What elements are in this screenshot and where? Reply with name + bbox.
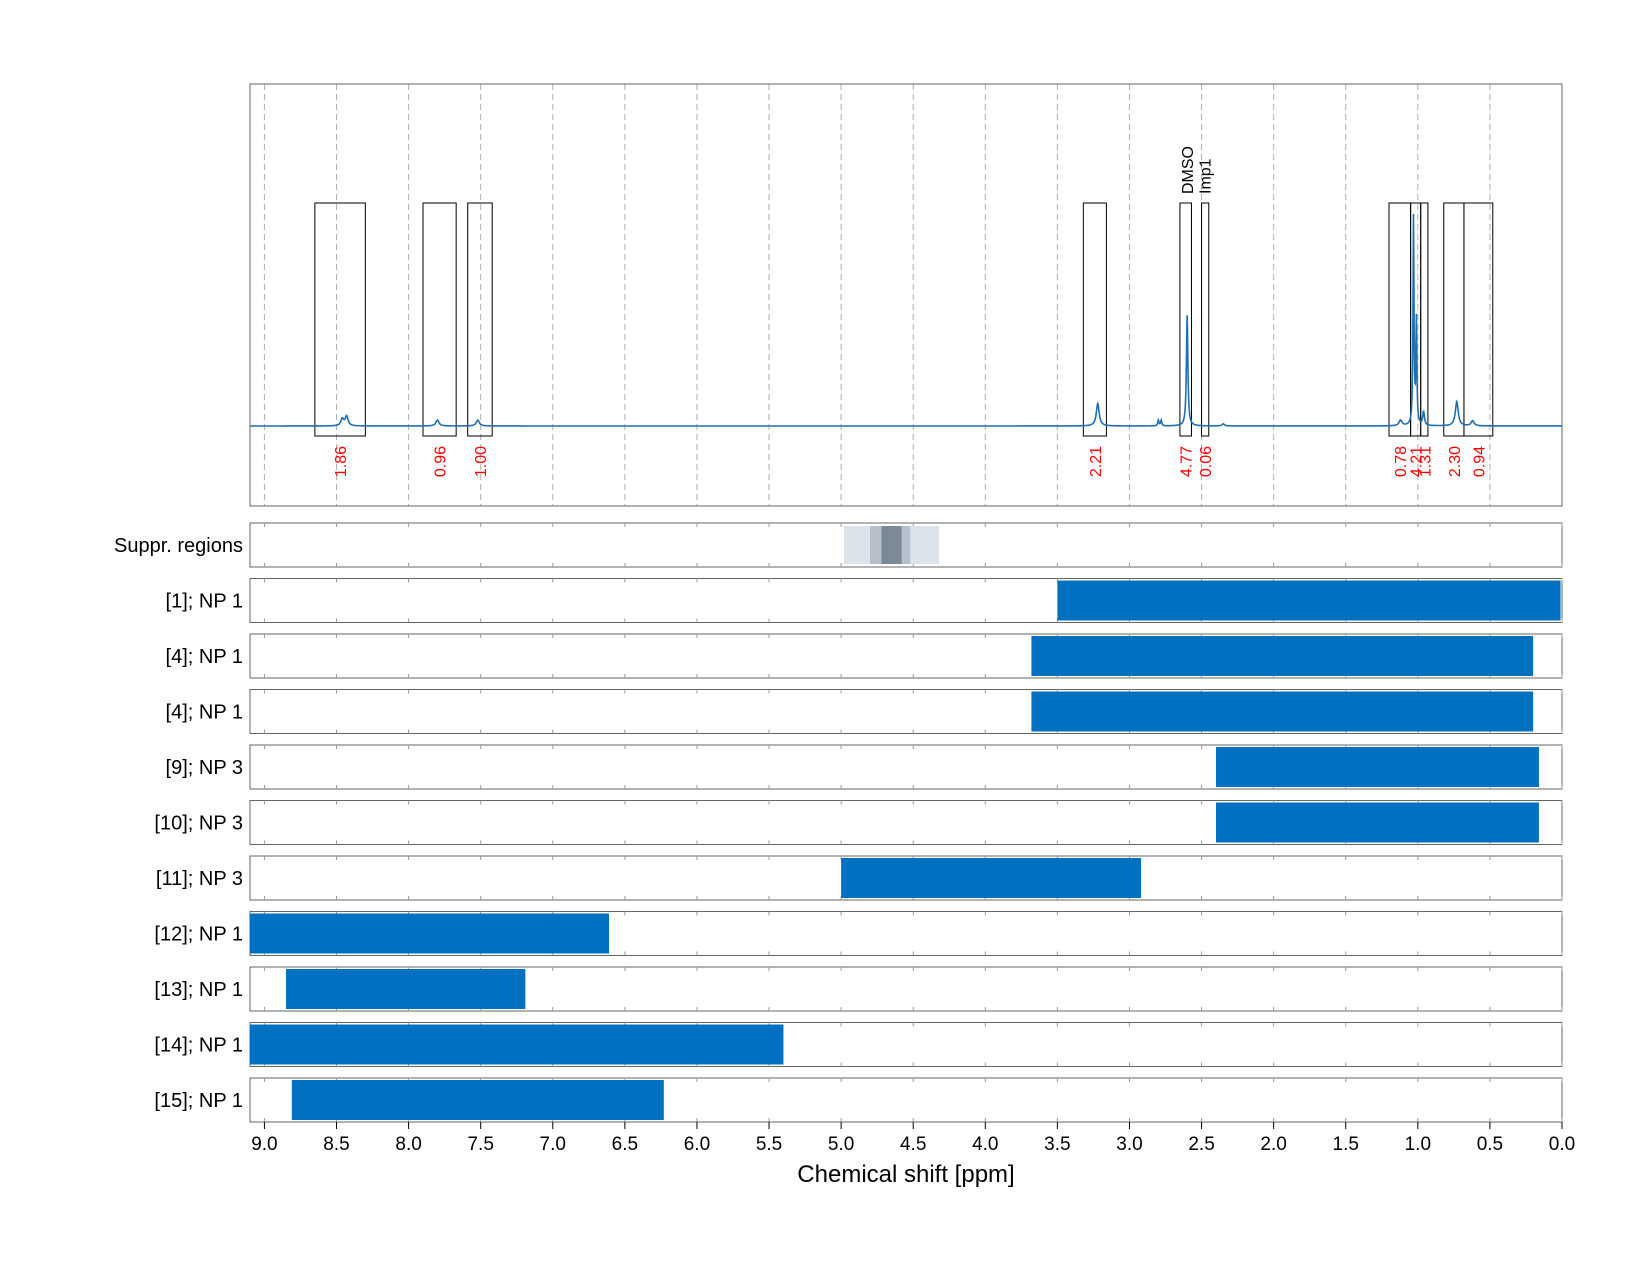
range-bar (1031, 691, 1534, 732)
integral-value: 1.31 (1417, 446, 1434, 477)
integration-box (1443, 202, 1465, 437)
range-bar (250, 1024, 784, 1065)
integration-box (1388, 202, 1412, 437)
integral-value: 0.06 (1198, 446, 1215, 477)
x-tick-label: 3.5 (1044, 1134, 1070, 1155)
range-bar (1057, 580, 1561, 621)
x-axis-label: Chemical shift [ppm] (797, 1161, 1014, 1188)
x-tick-label: 4.5 (900, 1134, 926, 1155)
row-label: Suppr. regions (114, 535, 243, 557)
integral-value: 0.78 (1393, 446, 1410, 477)
integration-box (1082, 202, 1107, 437)
integration-box (1201, 202, 1210, 437)
integration-box (1420, 202, 1429, 437)
row-label: [1]; NP 1 (166, 591, 243, 613)
gridlines (263, 84, 1563, 506)
range-bar (1031, 636, 1534, 676)
x-tick-label: 8.0 (395, 1134, 421, 1155)
row-label: [11]; NP 3 (156, 868, 243, 890)
integration-box (1179, 202, 1192, 437)
x-tick-label: 8.5 (323, 1134, 349, 1155)
x-tick-label: 0.0 (1549, 1134, 1575, 1155)
x-tick-label: 0.5 (1477, 1134, 1503, 1155)
row-label: [15]; NP 1 (154, 1090, 243, 1112)
integration-box (1463, 202, 1494, 437)
range-bar (841, 858, 1142, 898)
row-label: [9]; NP 3 (166, 757, 243, 779)
range-bar (1215, 747, 1539, 787)
range-bar (1215, 802, 1539, 843)
x-tick-label: 6.5 (612, 1134, 638, 1155)
x-tick-label: 6.0 (684, 1134, 710, 1155)
integral-value: 1.00 (473, 446, 490, 477)
integral-value: 2.30 (1447, 446, 1464, 477)
integration-box (422, 202, 457, 437)
integration-regions: 1.86 0.96 1.00 2.21 4.77 0.06 0.784.211.31 2.30… (314, 202, 1494, 477)
row-label: [4]; NP 1 (166, 702, 243, 724)
integral-value: 0.96 (433, 446, 450, 477)
row-label: [12]; NP 1 (154, 924, 243, 946)
range-bar (291, 1080, 664, 1120)
x-axis: 9.0 8.5 8.0 7.5 7.0 6.5 6.0 5.5 5.0 4.5 4.0 3.5 3.0 2… (251, 1122, 1575, 1155)
range-rows: Suppr. regions [1]; NP 1 [4]; NP 1 [4]; NP … (114, 522, 1563, 1123)
spectrum-trace (250, 214, 1562, 427)
range-bar (286, 969, 526, 1009)
suppressed-band (881, 526, 902, 564)
spectrum-panel (249, 83, 1563, 507)
x-tick-label: 2.5 (1188, 1134, 1214, 1155)
x-tick-label: 5.5 (756, 1134, 782, 1155)
x-tick-label: 5.0 (828, 1134, 854, 1155)
x-tick-label: 1.5 (1333, 1134, 1359, 1155)
row-label: [4]; NP 1 (166, 646, 243, 668)
integral-value: 1.86 (333, 446, 350, 477)
integration-box (467, 202, 493, 437)
row-label: [13]; NP 1 (154, 979, 243, 1001)
range-bar (250, 913, 609, 954)
integral-value: 2.21 (1088, 446, 1105, 477)
x-tick-label: 9.0 (251, 1134, 277, 1155)
x-tick-label: 7.5 (467, 1134, 493, 1155)
integral-value: 0.94 (1471, 446, 1488, 477)
x-tick-label: 1.0 (1405, 1134, 1431, 1155)
peak-annotations: DMSO Imp1 (1180, 146, 1214, 194)
row-label: [14]; NP 1 (154, 1035, 243, 1057)
annotation-label: Imp1 (1197, 158, 1214, 194)
x-tick-label: 2.0 (1260, 1134, 1286, 1155)
x-tick-label: 7.0 (540, 1134, 566, 1155)
integral-value: 4.77 (1179, 446, 1196, 477)
x-tick-label: 4.0 (972, 1134, 998, 1155)
row-label: [10]; NP 3 (154, 813, 243, 835)
annotation-label: DMSO (1180, 146, 1197, 194)
x-tick-label: 3.0 (1116, 1134, 1142, 1155)
integral-value: 4.21 (1409, 446, 1426, 477)
integration-box (314, 202, 366, 437)
